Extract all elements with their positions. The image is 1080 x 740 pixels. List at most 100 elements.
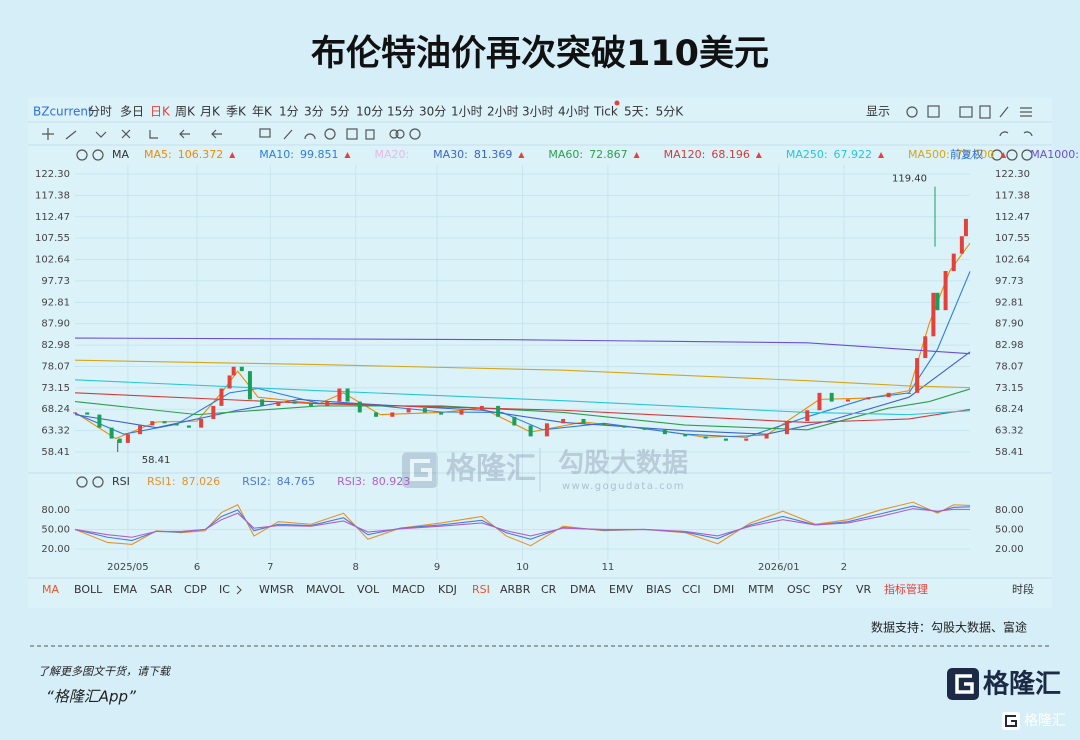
period-tab[interactable]: 2小时: [487, 105, 519, 119]
indicator-tab[interactable]: MTM: [748, 583, 774, 596]
legend-name[interactable]: MA500:: [908, 148, 950, 161]
legend-name[interactable]: MA30:: [433, 148, 468, 161]
tabs-more[interactable]: [236, 585, 242, 595]
period-tab[interactable]: 30分: [419, 105, 446, 119]
y-tick-label: 107.55: [35, 233, 70, 244]
adjust-mode[interactable]: 前复权: [950, 147, 983, 161]
candle: [703, 436, 708, 439]
x-tick-label: 2026/01: [758, 562, 800, 573]
candle: [150, 421, 155, 426]
indicator-tab[interactable]: IC: [219, 583, 230, 596]
candle: [292, 401, 297, 404]
period-tab[interactable]: 分时: [88, 105, 112, 119]
x-tick-label: 11: [602, 562, 615, 573]
indicator-tab[interactable]: MACD: [392, 583, 425, 596]
legend-value: 106.372: [178, 148, 224, 161]
candle: [923, 336, 928, 359]
indicator-tab[interactable]: DMI: [713, 583, 734, 596]
y-tick-label: 87.90: [41, 319, 70, 330]
watermark-brand: 格隆汇: [446, 452, 536, 487]
legend-name[interactable]: RSI1:: [147, 475, 176, 488]
indicator-tab[interactable]: RSI: [472, 583, 490, 596]
period-tab[interactable]: 3小时: [522, 105, 554, 119]
candle: [231, 366, 236, 376]
watermark-logo: [402, 448, 541, 492]
candle: [963, 218, 968, 237]
indicator-tab[interactable]: MAVOL: [306, 583, 345, 596]
period-tab[interactable]: 月K: [200, 105, 221, 119]
indicator-tab[interactable]: PSY: [822, 583, 843, 596]
y-tick-label-right: 63.32: [995, 426, 1024, 437]
promo-app: “格隆汇App”: [46, 688, 136, 706]
candle: [138, 425, 143, 435]
period-tab[interactable]: 年K: [252, 105, 273, 119]
y-tick-label: 117.38: [35, 190, 70, 201]
candle: [935, 292, 940, 311]
period-tab[interactable]: 10分: [356, 105, 383, 119]
indicator-tab[interactable]: CDP: [184, 583, 207, 596]
candle: [805, 410, 810, 422]
legend-name[interactable]: MA5:: [144, 148, 172, 161]
indicator-tab[interactable]: VOL: [357, 583, 380, 596]
legend-name[interactable]: MA60:: [548, 148, 583, 161]
period-tab[interactable]: 5天：5分K: [624, 105, 684, 119]
legend-name[interactable]: MA1000:: [1030, 148, 1079, 161]
indicator-tab[interactable]: EMV: [609, 583, 633, 596]
legend-name[interactable]: MA250:: [786, 148, 828, 161]
y-tick-label: 97.73: [41, 276, 70, 287]
candle: [683, 434, 688, 437]
legend-value: 80.923: [372, 475, 411, 488]
session-tab[interactable]: 时段: [1012, 582, 1034, 596]
period-tab[interactable]: 4小时: [558, 105, 590, 119]
legend-name[interactable]: MA120:: [664, 148, 706, 161]
legend-name[interactable]: RSI3:: [337, 475, 366, 488]
period-tab[interactable]: 日K: [150, 105, 171, 119]
indicator-manage[interactable]: 指标管理: [884, 582, 928, 596]
legend-value: 84.765: [277, 475, 316, 488]
indicator-tab[interactable]: KDJ: [438, 583, 457, 596]
candle: [662, 429, 667, 435]
candle: [601, 423, 606, 426]
candle: [247, 371, 252, 400]
period-tab[interactable]: 5分: [330, 105, 350, 119]
candle: [374, 412, 379, 417]
period-tab[interactable]: 多日: [120, 105, 144, 119]
period-tab[interactable]: Tick: [593, 105, 618, 119]
legend-value: 99.851: [300, 148, 339, 161]
y-tick-label-right: 73.15: [995, 383, 1024, 394]
candle: [723, 438, 728, 441]
period-tab[interactable]: 1分: [279, 105, 299, 119]
indicator-tab[interactable]: CR: [541, 583, 557, 596]
indicator-tab[interactable]: DMA: [570, 583, 596, 596]
period-tab[interactable]: 季K: [226, 105, 247, 119]
legend-arrow: [1000, 152, 1007, 158]
indicator-tab[interactable]: OSC: [787, 583, 811, 596]
period-tab[interactable]: 1小时: [451, 105, 483, 119]
drawing-tools[interactable]: [42, 105, 1033, 488]
candle: [744, 438, 749, 441]
period-tab[interactable]: 15分: [387, 105, 414, 119]
indicator-tab[interactable]: CCI: [682, 583, 701, 596]
indicator-tab[interactable]: VR: [856, 583, 872, 596]
symbol[interactable]: BZcurrent: [33, 105, 93, 119]
candle: [479, 405, 484, 411]
indicator-tab[interactable]: WMSR: [259, 583, 294, 596]
indicator-tab[interactable]: ARBR: [500, 583, 531, 596]
indicator-tab[interactable]: BOLL: [74, 583, 103, 596]
indicator-tab[interactable]: SAR: [150, 583, 173, 596]
period-tab[interactable]: 3分: [304, 105, 324, 119]
candle: [357, 401, 362, 413]
legend-name[interactable]: MA10:: [259, 148, 294, 161]
period-tab[interactable]: 周K: [175, 105, 196, 119]
candle: [817, 392, 822, 411]
indicator-tab[interactable]: BIAS: [646, 583, 671, 596]
indicator-line: [74, 388, 971, 431]
indicator-tab[interactable]: EMA: [113, 583, 137, 596]
indicator-tab[interactable]: MA: [42, 583, 59, 596]
display-menu[interactable]: 显示: [866, 105, 890, 119]
y-tick-label-right: 112.47: [995, 212, 1030, 223]
y-tick-label: 73.15: [41, 383, 70, 394]
legend-name[interactable]: MA20:: [374, 148, 409, 161]
legend-name[interactable]: RSI2:: [242, 475, 271, 488]
